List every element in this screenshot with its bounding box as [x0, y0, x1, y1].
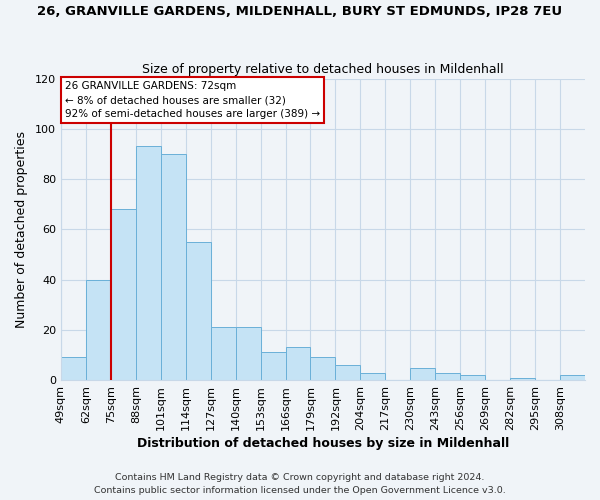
Bar: [286, 348, 310, 380]
Bar: [435, 372, 460, 380]
Bar: [86, 280, 111, 380]
Bar: [236, 328, 260, 380]
Text: 26, GRANVILLE GARDENS, MILDENHALL, BURY ST EDMUNDS, IP28 7EU: 26, GRANVILLE GARDENS, MILDENHALL, BURY …: [37, 5, 563, 18]
Bar: [260, 352, 286, 380]
Bar: [61, 358, 86, 380]
X-axis label: Distribution of detached houses by size in Mildenhall: Distribution of detached houses by size …: [137, 437, 509, 450]
Y-axis label: Number of detached properties: Number of detached properties: [15, 131, 28, 328]
Bar: [410, 368, 435, 380]
Text: 26 GRANVILLE GARDENS: 72sqm
← 8% of detached houses are smaller (32)
92% of semi: 26 GRANVILLE GARDENS: 72sqm ← 8% of deta…: [65, 81, 320, 119]
Bar: [310, 358, 335, 380]
Bar: [460, 375, 485, 380]
Bar: [111, 209, 136, 380]
Bar: [161, 154, 186, 380]
Text: Contains HM Land Registry data © Crown copyright and database right 2024.
Contai: Contains HM Land Registry data © Crown c…: [94, 474, 506, 495]
Title: Size of property relative to detached houses in Mildenhall: Size of property relative to detached ho…: [142, 63, 504, 76]
Bar: [560, 375, 585, 380]
Bar: [136, 146, 161, 380]
Bar: [335, 365, 361, 380]
Bar: [211, 328, 236, 380]
Bar: [361, 372, 385, 380]
Bar: [186, 242, 211, 380]
Bar: [510, 378, 535, 380]
